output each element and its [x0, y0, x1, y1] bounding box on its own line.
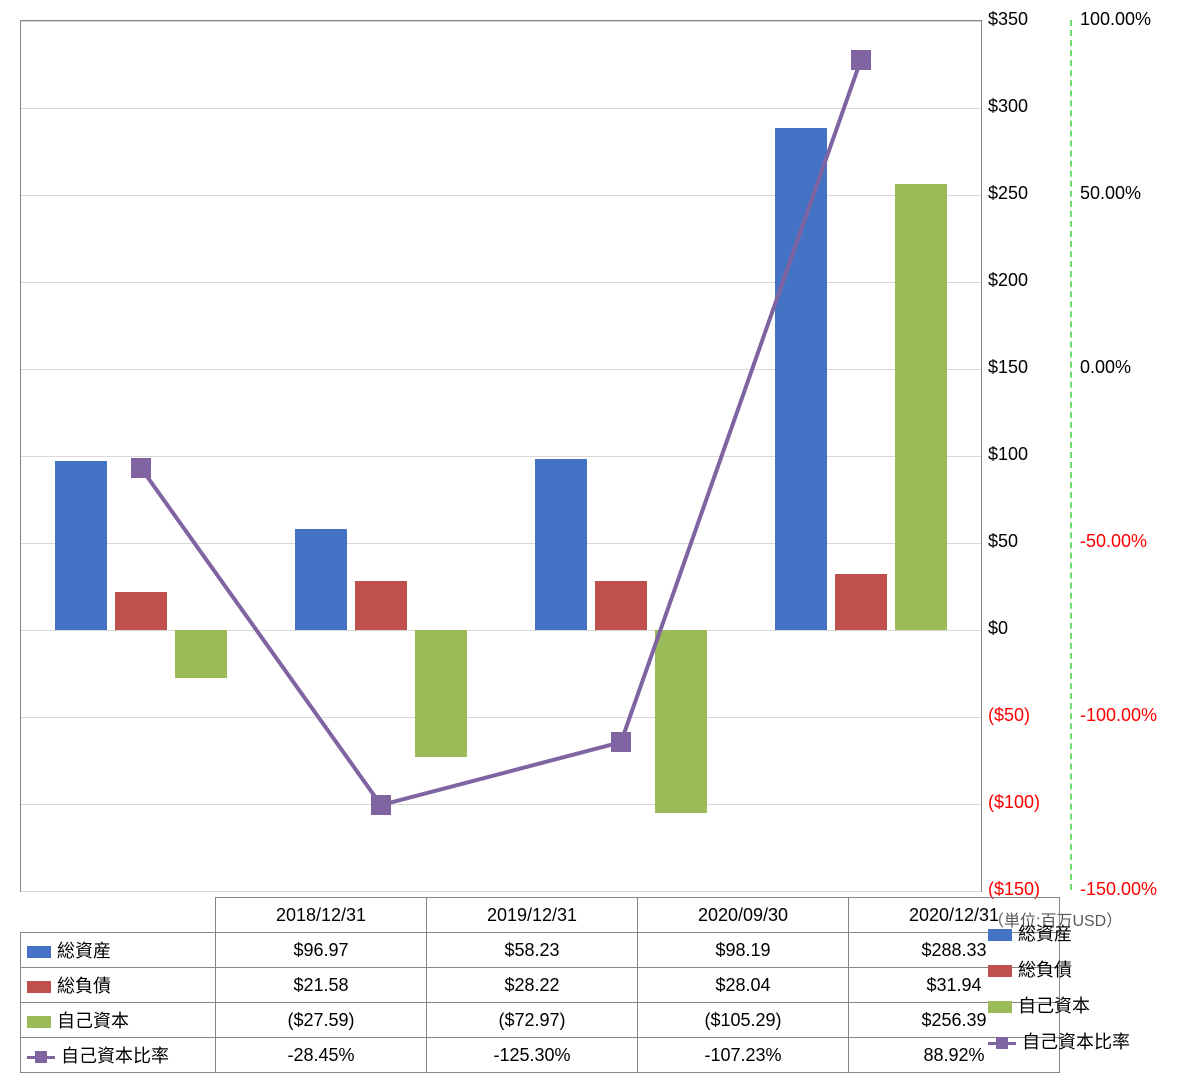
bar-total_assets	[535, 459, 587, 630]
y1-tick-label: $0	[988, 618, 1008, 639]
bar-total_assets	[295, 529, 347, 630]
y1-tick-label: $250	[988, 183, 1028, 204]
y2-tick-label: -100.00%	[1080, 705, 1157, 726]
legend-item-total_liab: 総負債	[988, 956, 1130, 982]
y1-tick-label: ($100)	[988, 792, 1040, 813]
marker-equity-ratio	[371, 795, 391, 815]
swatch-icon	[988, 965, 1012, 977]
swatch-icon	[988, 1001, 1012, 1013]
table-cell: ($72.97)	[427, 1003, 638, 1038]
gridline	[21, 108, 981, 109]
marker-equity-ratio	[611, 732, 631, 752]
gridline	[21, 195, 981, 196]
legend-item-equity: 自己資本	[988, 992, 1130, 1018]
gridline	[21, 717, 981, 718]
table-row: 総資産$96.97$58.23$98.19$288.33	[21, 933, 1060, 968]
y2-tick-label: 50.00%	[1080, 183, 1141, 204]
legend-item-equity_ratio: 自己資本比率	[988, 1028, 1130, 1054]
bar-total_liab	[115, 592, 167, 630]
bar-equity	[415, 630, 467, 757]
gridline	[21, 282, 981, 283]
table-row: 自己資本($27.59)($72.97)($105.29)$256.39	[21, 1003, 1060, 1038]
y2-tick-label: -150.00%	[1080, 879, 1157, 900]
table-cell: ($105.29)	[638, 1003, 849, 1038]
swatch-icon	[988, 929, 1012, 941]
legend: 総資産総負債自己資本自己資本比率	[988, 920, 1130, 1064]
swatch-line-icon	[988, 1042, 1016, 1045]
gridline	[21, 543, 981, 544]
gridline	[21, 456, 981, 457]
table-cell: $96.97	[216, 933, 427, 968]
table-cell: $28.22	[427, 968, 638, 1003]
y1-tick-label: $350	[988, 9, 1028, 30]
y1-tick-label: $300	[988, 96, 1028, 117]
swatch-line-icon	[27, 1056, 55, 1059]
table-cell: -28.45%	[216, 1038, 427, 1073]
swatch-icon	[27, 981, 51, 993]
bar-total_liab	[355, 581, 407, 630]
table-cell: -125.30%	[427, 1038, 638, 1073]
bar-equity	[175, 630, 227, 678]
marker-equity-ratio	[131, 458, 151, 478]
y1-tick-label: ($50)	[988, 705, 1030, 726]
gridline	[21, 891, 981, 892]
table-row: 総負債$21.58$28.22$28.04$31.94	[21, 968, 1060, 1003]
table-cell: -107.23%	[638, 1038, 849, 1073]
y1-tick-label: $100	[988, 444, 1028, 465]
row-label-equity_ratio: 自己資本比率	[21, 1038, 216, 1073]
bar-equity	[895, 184, 947, 630]
y2-tick-label: -50.00%	[1080, 531, 1147, 552]
plot-area	[20, 20, 982, 892]
y2-tick-label: 0.00%	[1080, 357, 1131, 378]
swatch-icon	[27, 1016, 51, 1028]
y1-tick-label: $50	[988, 531, 1018, 552]
row-label-total_liab: 総負債	[21, 968, 216, 1003]
y2-tick-label: 100.00%	[1080, 9, 1151, 30]
table-cell: $21.58	[216, 968, 427, 1003]
gridline	[21, 630, 981, 631]
row-label-total_assets: 総資産	[21, 933, 216, 968]
gridline	[21, 21, 981, 22]
gridline	[21, 369, 981, 370]
table-col-header: 2019/12/31	[427, 898, 638, 933]
table-row: 自己資本比率-28.45%-125.30%-107.23%88.92%	[21, 1038, 1060, 1073]
y2-axis	[1070, 20, 1072, 890]
y1-tick-label: $200	[988, 270, 1028, 291]
bar-total_assets	[55, 461, 107, 630]
table-cell: ($27.59)	[216, 1003, 427, 1038]
y1-tick-label: $150	[988, 357, 1028, 378]
marker-equity-ratio	[851, 50, 871, 70]
swatch-icon	[27, 946, 51, 958]
table-col-header: 2018/12/31	[216, 898, 427, 933]
table-cell: $58.23	[427, 933, 638, 968]
row-label-equity: 自己資本	[21, 1003, 216, 1038]
data-table: 2018/12/312019/12/312020/09/302020/12/31…	[20, 897, 1060, 1073]
gridline	[21, 804, 981, 805]
legend-item-total_assets: 総資産	[988, 920, 1130, 946]
table-cell: $28.04	[638, 968, 849, 1003]
bar-equity	[655, 630, 707, 813]
table-cell: $98.19	[638, 933, 849, 968]
bar-total_liab	[595, 581, 647, 630]
table-col-header: 2020/09/30	[638, 898, 849, 933]
bar-total_assets	[775, 128, 827, 630]
bar-total_liab	[835, 574, 887, 630]
combo-chart: ($150)($100)($50)$0$50$100$150$200$250$3…	[10, 10, 1187, 1061]
